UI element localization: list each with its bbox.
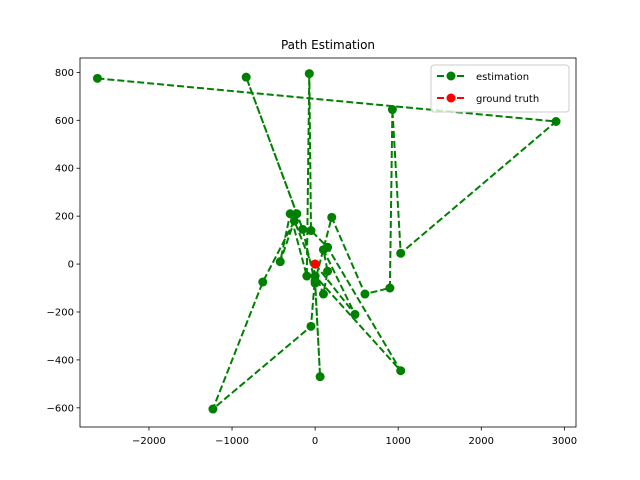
y-tick-label: −200 xyxy=(47,307,74,318)
legend-marker-ground-truth xyxy=(446,93,456,103)
x-tick-label: −2000 xyxy=(132,436,166,447)
data-point-estimation xyxy=(292,209,302,219)
x-tick-label: 3000 xyxy=(552,436,577,447)
data-point-estimation xyxy=(302,271,312,281)
legend-box xyxy=(430,64,570,113)
x-tick-label: 1000 xyxy=(385,436,410,447)
y-tick-label: 800 xyxy=(55,68,74,79)
data-point-estimation xyxy=(275,257,285,267)
x-tick-label: 2000 xyxy=(469,436,494,447)
plot-area xyxy=(92,69,561,414)
data-point-estimation xyxy=(385,283,395,293)
x-tick-label: −1000 xyxy=(215,436,249,447)
y-tick-label: −400 xyxy=(47,355,74,366)
data-point-estimation xyxy=(323,266,333,276)
y-tick-label: −600 xyxy=(47,403,74,414)
data-point-estimation xyxy=(289,216,299,226)
data-point-estimation xyxy=(208,404,218,414)
data-point-estimation xyxy=(315,372,325,382)
data-point-estimation xyxy=(285,209,295,219)
x-tick-label: 0 xyxy=(312,436,318,447)
legend-label-estimation: estimation xyxy=(476,72,529,83)
data-point-estimation xyxy=(318,245,328,255)
data-point-estimation xyxy=(318,289,328,299)
y-tick-label: 200 xyxy=(55,212,74,223)
data-point-estimation xyxy=(396,248,406,258)
data-point-estimation xyxy=(310,271,320,281)
y-tick-label: 0 xyxy=(68,260,74,271)
data-point-estimation xyxy=(350,309,360,319)
data-point-estimation xyxy=(306,226,316,236)
data-point-estimation xyxy=(387,105,397,115)
y-tick-label: 400 xyxy=(55,164,74,175)
data-point-estimation xyxy=(241,72,251,82)
axis-ticks: −2000 −1000 0 1000 2000 3000−600−400−20002004… xyxy=(47,68,578,447)
data-point-estimation xyxy=(360,289,370,299)
data-point-estimation xyxy=(306,321,316,331)
y-tick-label: 600 xyxy=(55,116,74,127)
data-point-ground-truth xyxy=(310,259,320,269)
legend-marker-estimation xyxy=(446,71,456,81)
chart-title: Path Estimation xyxy=(281,38,375,52)
data-point-estimation xyxy=(551,116,561,126)
data-point-estimation xyxy=(92,73,102,83)
legend: estimation ground truth xyxy=(430,64,570,113)
data-point-estimation xyxy=(327,212,337,222)
data-point-estimation xyxy=(304,69,314,79)
data-point-estimation xyxy=(310,278,320,288)
legend-label-ground-truth: ground truth xyxy=(476,94,539,105)
axes-frame xyxy=(79,57,577,428)
data-point-estimation xyxy=(258,277,268,287)
data-point-estimation xyxy=(396,366,406,376)
series-line-estimation xyxy=(97,72,558,410)
data-point-estimation xyxy=(298,224,308,234)
